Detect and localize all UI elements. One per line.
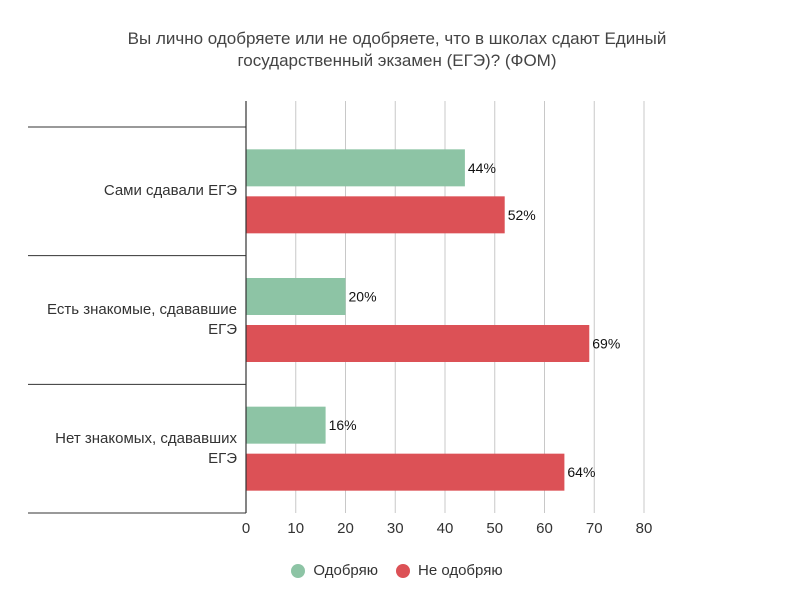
category-label: Есть знакомые, сдававшие ЕГЭ [17, 300, 237, 340]
category-label-line: Есть знакомые, сдававшие [47, 301, 237, 318]
bar-disapprove [246, 325, 590, 362]
data-label: 16% [329, 417, 357, 433]
data-label: 52% [508, 207, 536, 223]
bar-disapprove [246, 196, 505, 234]
x-tick-label: 50 [486, 520, 503, 537]
bar-approve [246, 406, 326, 444]
bar-approve [246, 149, 465, 187]
category-label-line: ЕГЭ [208, 321, 237, 338]
legend-item-disapprove: Не одобряю [395, 562, 503, 579]
x-tick-label: 20 [337, 520, 354, 537]
data-label: 20% [349, 289, 377, 305]
chart-title-line-2: государственный экзамен (ЕГЭ)? (ФОМ) [237, 51, 557, 70]
category-label-line: Сами сдавали ЕГЭ [103, 182, 237, 200]
data-label: 69% [592, 336, 620, 352]
x-tick-label: 80 [636, 520, 653, 537]
data-label: 64% [567, 464, 595, 480]
chart-title-line-1: Вы лично одобряете или не одобряете, что… [127, 29, 667, 48]
category-label: Сами сдавали ЕГЭ [17, 181, 237, 201]
legend-label-approve: Одобряю [313, 562, 378, 579]
x-tick-label: 40 [437, 520, 454, 537]
legend: Одобряю Не одобряю [0, 562, 794, 579]
legend-swatch-disapprove [395, 563, 410, 578]
x-tick-label: 0 [242, 520, 250, 537]
data-label: 44% [468, 160, 496, 176]
x-tick-label: 30 [387, 520, 404, 537]
category-label-line: ЕГЭ [208, 449, 237, 467]
legend-item-approve: Одобряю [291, 562, 378, 579]
x-tick-label: 10 [287, 520, 304, 537]
bar-approve [246, 278, 346, 315]
x-tick-label: 70 [586, 520, 603, 537]
chart-title: Вы лично одобряете или не одобряете, что… [0, 28, 794, 72]
bar-disapprove [246, 453, 565, 491]
category-label: Нет знакомых, сдававших ЕГЭ [17, 429, 237, 469]
legend-swatch-approve [291, 563, 306, 578]
legend-label-disapprove: Не одобряю [417, 562, 503, 579]
x-tick-label: 60 [536, 520, 553, 537]
category-label-line: Нет знакомых, сдававших [55, 429, 237, 447]
